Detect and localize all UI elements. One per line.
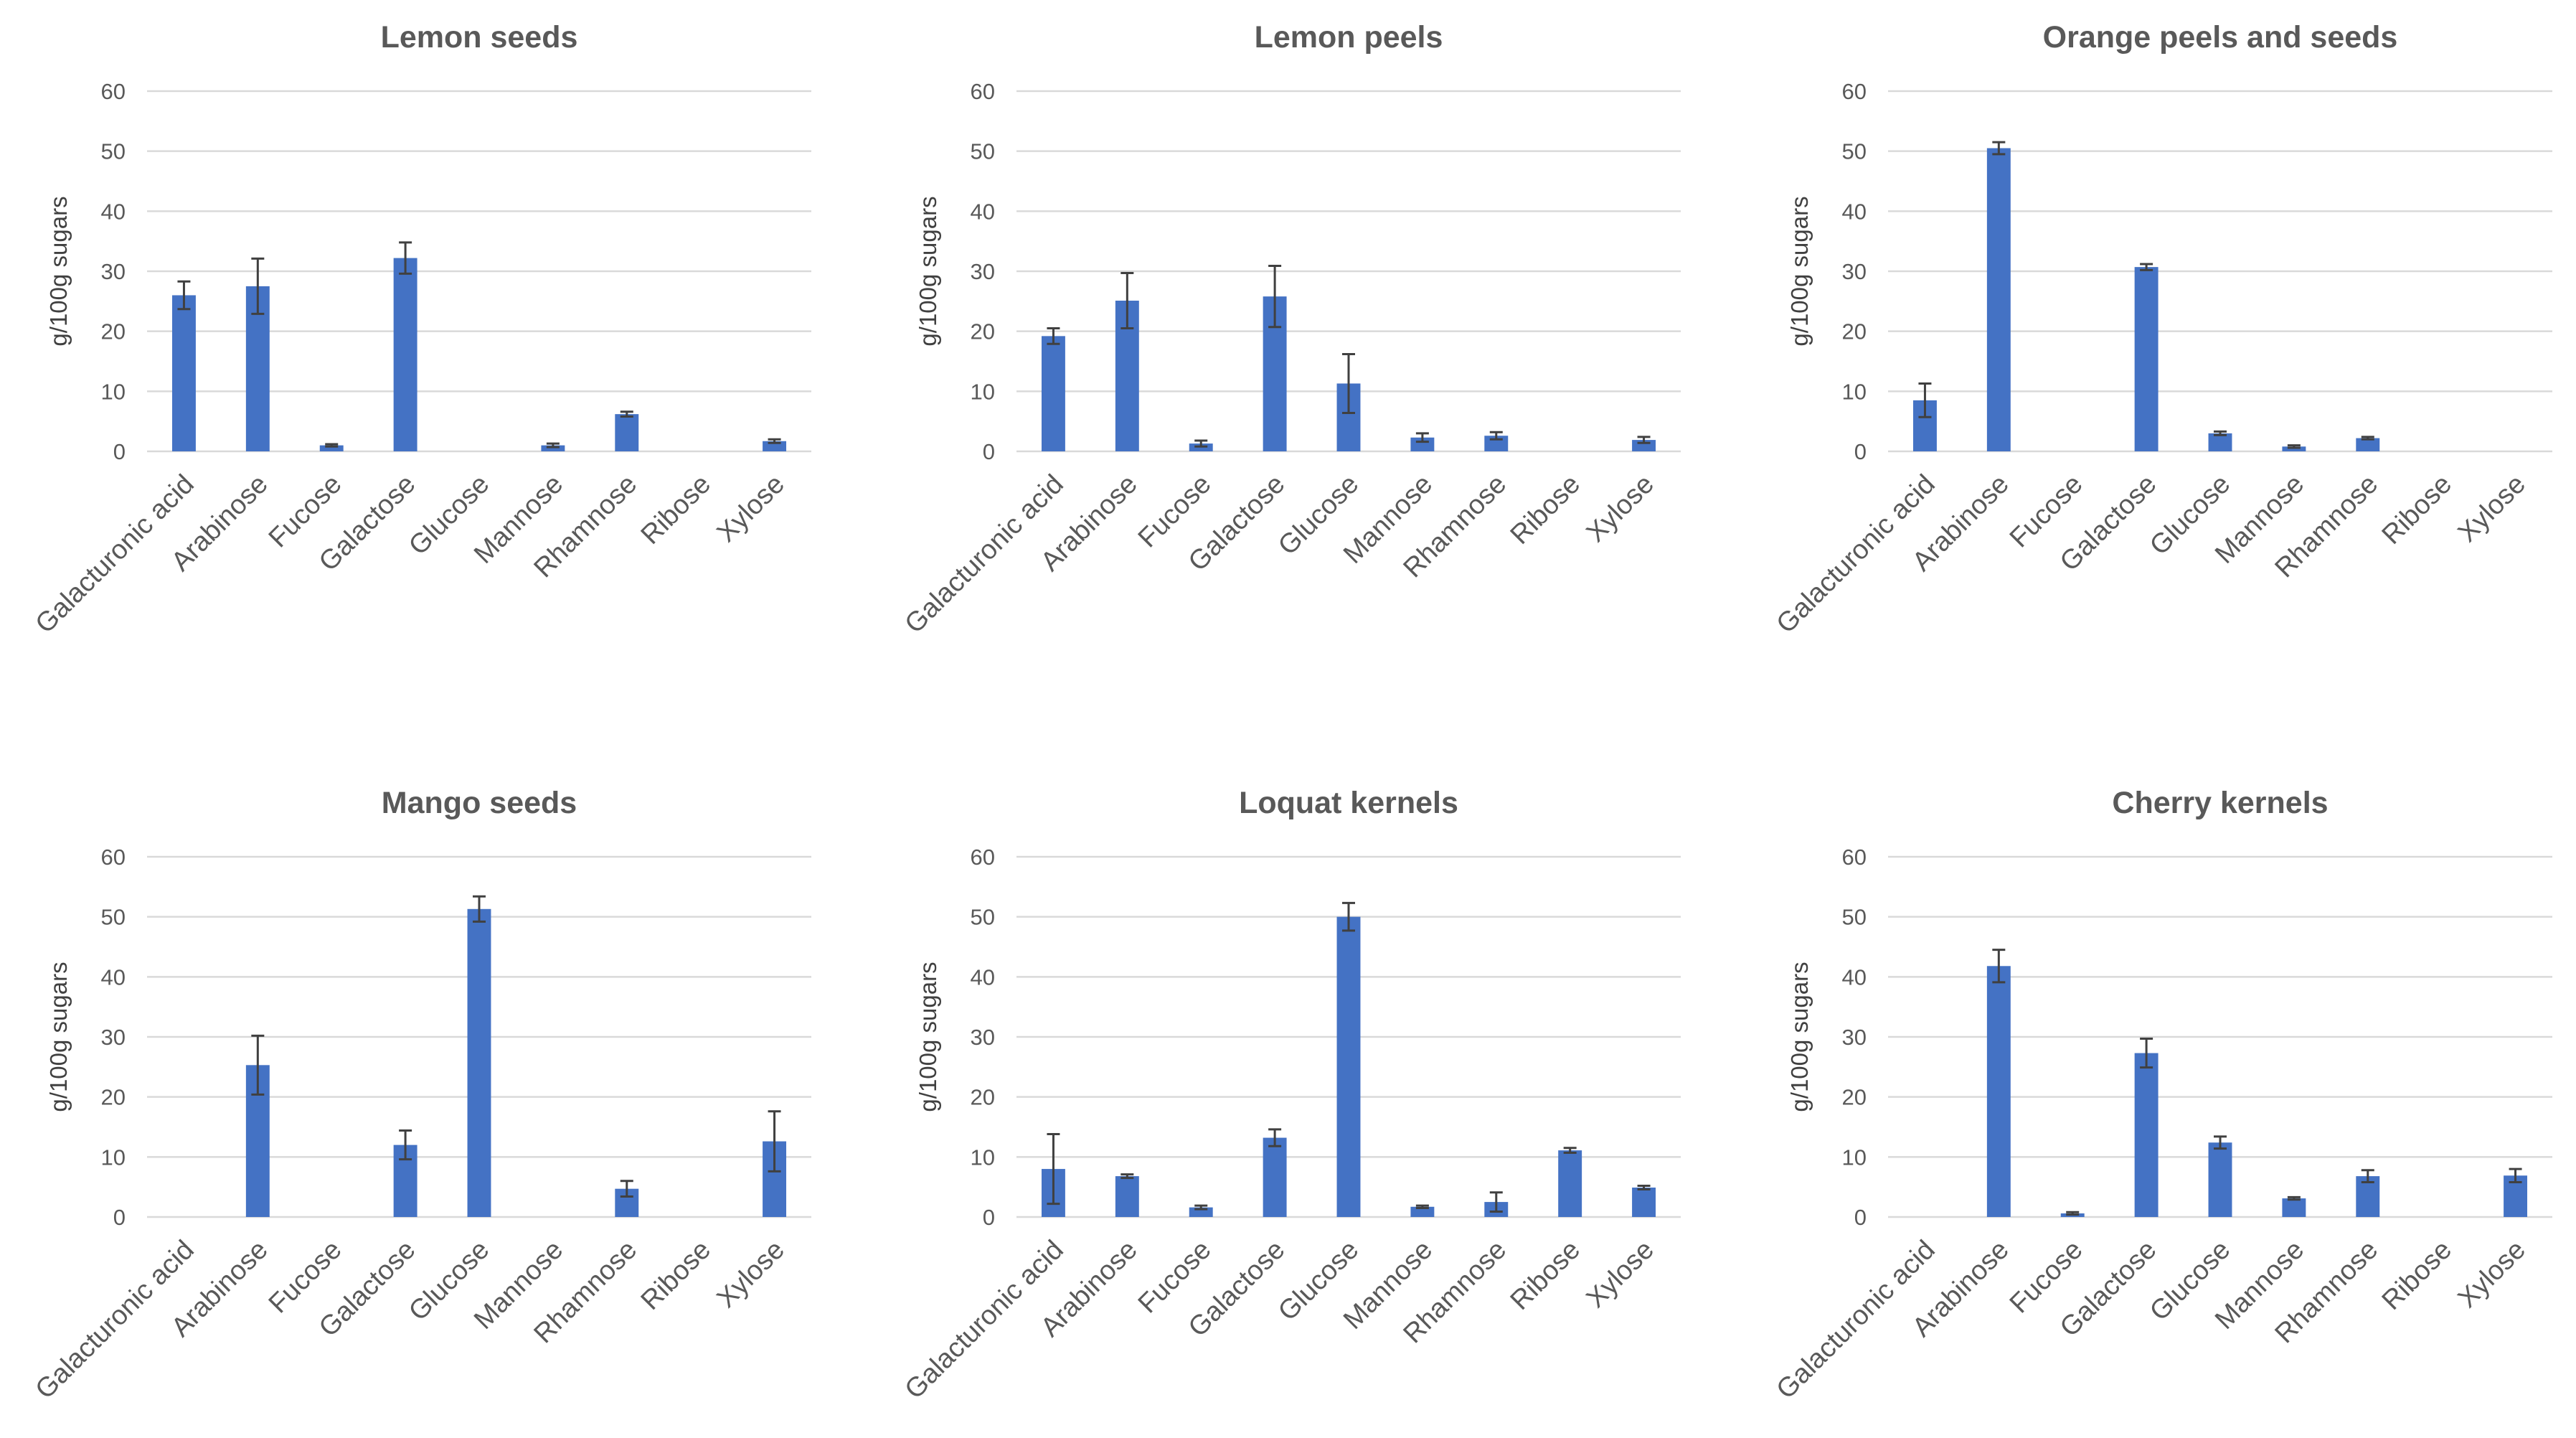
bar-rhamnose (615, 414, 639, 451)
x-category-label: Ribose (2377, 469, 2458, 550)
y-tick-label: 50 (101, 905, 126, 930)
y-tick-label: 40 (971, 964, 995, 990)
bar-galactose (2134, 1053, 2159, 1217)
y-tick-label: 10 (971, 379, 995, 404)
y-tick-label: 30 (1842, 1025, 1867, 1050)
y-tick-label: 40 (971, 199, 995, 224)
x-category-label: Xylose (2453, 469, 2532, 548)
bar-arabinose (1986, 966, 2011, 1217)
y-tick-label: 30 (971, 259, 995, 284)
bar-mannose (1410, 1206, 1435, 1217)
y-tick-label: 10 (971, 1145, 995, 1170)
y-tick-label: 60 (101, 79, 126, 104)
chart-panel-3: Orange peels and seeds 0 10 20 30 40 50 60 g/100… (1771, 20, 2552, 639)
y-tick-label: 20 (971, 319, 995, 344)
y-tick-label: 30 (971, 1025, 995, 1050)
y-axis-label: g/100g sugars (45, 962, 72, 1112)
x-category-label: Ribose (636, 1235, 717, 1316)
y-tick-label: 60 (1842, 79, 1867, 104)
y-tick-label: 0 (113, 1205, 126, 1230)
x-category-label: Xylose (712, 469, 791, 548)
y-tick-label: 10 (101, 379, 126, 404)
bar-glucose (467, 908, 491, 1217)
bar-glucose (1336, 916, 1361, 1217)
bar-mannose (2282, 1198, 2306, 1217)
x-category-label: Xylose (1581, 1235, 1660, 1314)
y-tick-label: 20 (971, 1085, 995, 1110)
bar-fucose (319, 445, 344, 451)
bar-mannose (2282, 446, 2306, 451)
bar-glucose (2208, 433, 2232, 451)
chart-title: Cherry kernels (2112, 786, 2328, 820)
y-tick-label: 10 (101, 1145, 126, 1170)
y-tick-label: 0 (113, 439, 126, 464)
bar-glucose (2208, 1142, 2232, 1217)
y-tick-label: 50 (971, 905, 995, 930)
y-tick-label: 30 (101, 259, 126, 284)
y-tick-label: 50 (971, 139, 995, 164)
y-axis-label: g/100g sugars (1786, 196, 1813, 346)
chart-title: Orange peels and seeds (2043, 20, 2398, 55)
bar-arabinose (1115, 1176, 1139, 1217)
y-tick-label: 20 (1842, 319, 1867, 344)
y-tick-label: 40 (101, 199, 126, 224)
bar-galacturonic-acid (171, 295, 196, 451)
chart-title: Loquat kernels (1239, 786, 1458, 820)
bar-rhamnose (2356, 438, 2380, 451)
chart-title: Mango seeds (382, 786, 577, 820)
y-axis-label: g/100g sugars (915, 196, 941, 346)
x-category-label: Xylose (712, 1235, 791, 1314)
y-axis-label: g/100g sugars (45, 196, 72, 346)
x-category-label: Xylose (2453, 1235, 2532, 1314)
y-tick-label: 20 (101, 1085, 126, 1110)
y-tick-label: 20 (101, 319, 126, 344)
x-category-label: Ribose (1505, 1235, 1586, 1316)
y-tick-label: 0 (1854, 1205, 1867, 1230)
x-category-label: Ribose (1505, 469, 1586, 550)
y-tick-label: 60 (1842, 845, 1867, 870)
y-tick-label: 0 (983, 439, 995, 464)
y-axis-label: g/100g sugars (915, 962, 941, 1112)
bar-xylose (1632, 1188, 1656, 1217)
y-tick-label: 40 (1842, 199, 1867, 224)
y-tick-label: 10 (1842, 1145, 1867, 1170)
y-tick-label: 30 (101, 1025, 126, 1050)
bar-galactose (393, 258, 417, 451)
chart-title: Lemon seeds (381, 20, 578, 55)
y-tick-label: 30 (1842, 259, 1867, 284)
y-tick-label: 20 (1842, 1085, 1867, 1110)
bar-galactose (2134, 267, 2159, 451)
y-tick-label: 0 (1854, 439, 1867, 464)
chart-panel-5: Loquat kernels 0 10 20 30 40 50 60 g/100g sugars… (900, 786, 1681, 1405)
x-category-label: Xylose (1581, 469, 1660, 548)
y-tick-label: 50 (1842, 139, 1867, 164)
y-tick-label: 60 (101, 845, 126, 870)
x-category-label: Ribose (2377, 1235, 2458, 1316)
y-tick-label: 40 (101, 964, 126, 990)
bar-galactose (1263, 1137, 1287, 1217)
x-category-label: Ribose (636, 469, 717, 550)
chart-title: Lemon peels (1255, 20, 1443, 55)
bar-arabinose (1986, 148, 2011, 451)
y-tick-label: 50 (101, 139, 126, 164)
bar-ribose (1558, 1150, 1582, 1217)
bar-galacturonic-acid (1041, 336, 1065, 451)
y-tick-label: 60 (971, 845, 995, 870)
y-tick-label: 10 (1842, 379, 1867, 404)
y-tick-label: 0 (983, 1205, 995, 1230)
chart-panel-6: Cherry kernels 0 10 20 30 40 50 60 g/100g sugars… (1771, 786, 2552, 1405)
y-axis-label: g/100g sugars (1786, 962, 1813, 1112)
bar-mannose (541, 445, 565, 451)
y-tick-label: 50 (1842, 905, 1867, 930)
y-tick-label: 40 (1842, 964, 1867, 990)
y-tick-label: 60 (971, 79, 995, 104)
